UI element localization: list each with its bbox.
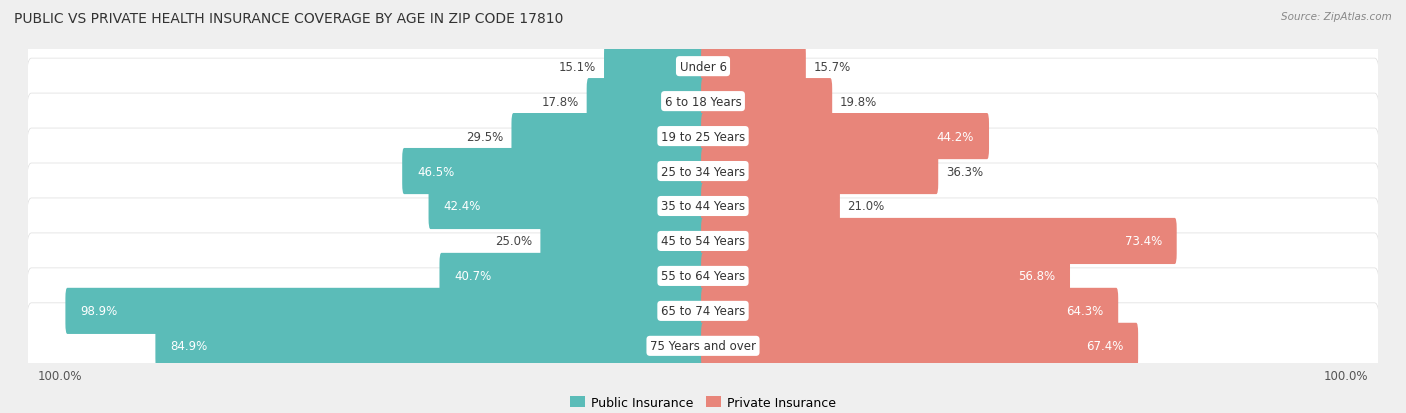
FancyBboxPatch shape — [27, 59, 1379, 145]
Text: 64.3%: 64.3% — [1066, 305, 1104, 318]
Text: 19.8%: 19.8% — [839, 95, 877, 108]
Text: 42.4%: 42.4% — [443, 200, 481, 213]
Text: 25.0%: 25.0% — [495, 235, 533, 248]
FancyBboxPatch shape — [429, 183, 704, 230]
FancyBboxPatch shape — [702, 149, 938, 195]
FancyBboxPatch shape — [702, 114, 988, 160]
FancyBboxPatch shape — [702, 79, 832, 125]
FancyBboxPatch shape — [27, 164, 1379, 249]
FancyBboxPatch shape — [702, 323, 1137, 369]
Text: 56.8%: 56.8% — [1018, 270, 1056, 283]
Text: 21.0%: 21.0% — [848, 200, 884, 213]
Text: 46.5%: 46.5% — [418, 165, 454, 178]
Text: 35 to 44 Years: 35 to 44 Years — [661, 200, 745, 213]
Text: 17.8%: 17.8% — [541, 95, 579, 108]
Text: 40.7%: 40.7% — [454, 270, 492, 283]
FancyBboxPatch shape — [27, 94, 1379, 180]
Text: 55 to 64 Years: 55 to 64 Years — [661, 270, 745, 283]
Legend: Public Insurance, Private Insurance: Public Insurance, Private Insurance — [565, 391, 841, 413]
FancyBboxPatch shape — [27, 199, 1379, 284]
Text: 6 to 18 Years: 6 to 18 Years — [665, 95, 741, 108]
Text: Under 6: Under 6 — [679, 61, 727, 74]
Text: PUBLIC VS PRIVATE HEALTH INSURANCE COVERAGE BY AGE IN ZIP CODE 17810: PUBLIC VS PRIVATE HEALTH INSURANCE COVER… — [14, 12, 564, 26]
FancyBboxPatch shape — [27, 303, 1379, 389]
FancyBboxPatch shape — [586, 79, 704, 125]
Text: 29.5%: 29.5% — [467, 130, 503, 143]
Text: 73.4%: 73.4% — [1125, 235, 1161, 248]
FancyBboxPatch shape — [702, 183, 839, 230]
FancyBboxPatch shape — [605, 44, 704, 90]
Text: Source: ZipAtlas.com: Source: ZipAtlas.com — [1281, 12, 1392, 22]
Text: 75 Years and over: 75 Years and over — [650, 339, 756, 352]
Text: 25 to 34 Years: 25 to 34 Years — [661, 165, 745, 178]
FancyBboxPatch shape — [702, 288, 1118, 334]
FancyBboxPatch shape — [156, 323, 704, 369]
FancyBboxPatch shape — [27, 24, 1379, 110]
Text: 67.4%: 67.4% — [1085, 339, 1123, 352]
Text: 65 to 74 Years: 65 to 74 Years — [661, 305, 745, 318]
FancyBboxPatch shape — [512, 114, 704, 160]
FancyBboxPatch shape — [702, 44, 806, 90]
Text: 15.1%: 15.1% — [560, 61, 596, 74]
FancyBboxPatch shape — [702, 218, 1177, 264]
Text: 98.9%: 98.9% — [80, 305, 118, 318]
Text: 44.2%: 44.2% — [936, 130, 974, 143]
FancyBboxPatch shape — [27, 233, 1379, 319]
Text: 36.3%: 36.3% — [946, 165, 983, 178]
FancyBboxPatch shape — [402, 149, 704, 195]
Text: 19 to 25 Years: 19 to 25 Years — [661, 130, 745, 143]
FancyBboxPatch shape — [27, 268, 1379, 354]
Text: 45 to 54 Years: 45 to 54 Years — [661, 235, 745, 248]
FancyBboxPatch shape — [440, 253, 704, 299]
FancyBboxPatch shape — [702, 253, 1070, 299]
FancyBboxPatch shape — [540, 218, 704, 264]
FancyBboxPatch shape — [66, 288, 704, 334]
FancyBboxPatch shape — [27, 129, 1379, 214]
Text: 84.9%: 84.9% — [170, 339, 208, 352]
Text: 15.7%: 15.7% — [814, 61, 851, 74]
